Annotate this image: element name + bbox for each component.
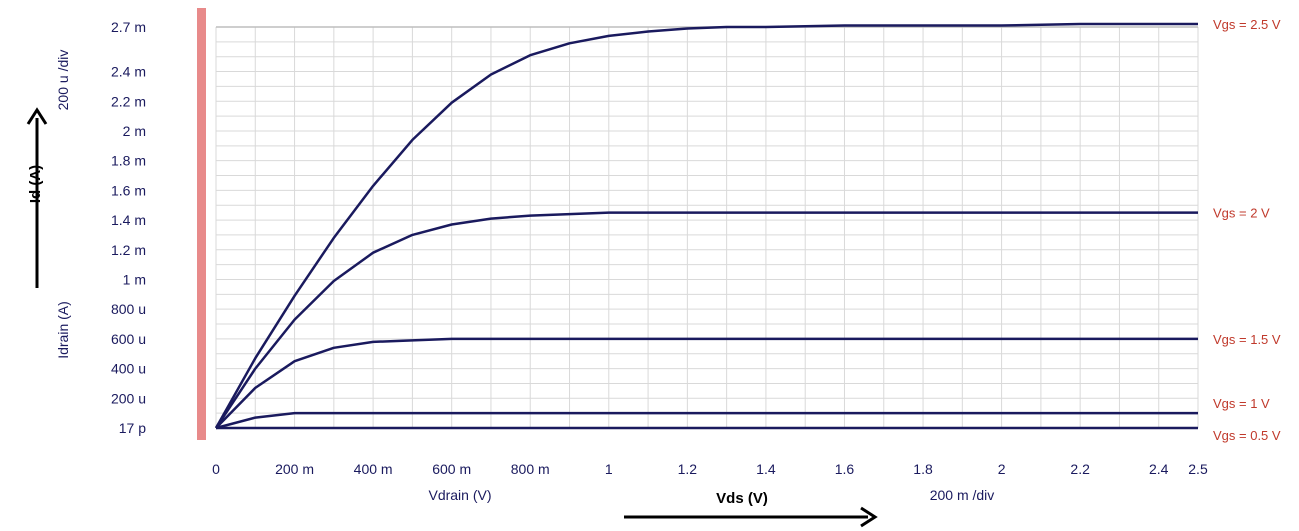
y-tick-label: 1 m — [123, 271, 146, 287]
x-tick-label: 2 — [998, 461, 1006, 477]
series-label-1: Vgs = 2.5 V — [1213, 17, 1281, 32]
x-tick-label: 2.5 — [1188, 461, 1208, 477]
x-annotation: Vds (V) — [716, 490, 768, 507]
x-tick-label: 2.2 — [1070, 461, 1090, 477]
x-tick-label: 1.2 — [678, 461, 698, 477]
x-arrow-head — [860, 506, 878, 528]
x-tick-label: 0 — [212, 461, 220, 477]
series-line-1 — [214, 22, 1198, 429]
x-tick-labels: 0 200 m 400 m 600 m 800 m 1 1.2 1.4 1.6 1.8 2 2.2 2.… — [212, 461, 1208, 477]
x-tick-label: 2.4 — [1149, 461, 1169, 477]
x-tick-label: 1 — [605, 461, 613, 477]
y-tick-label: 2.7 m — [111, 19, 146, 35]
y-tick-label: 600 u — [111, 331, 146, 347]
x-tick-label: 600 m — [432, 461, 471, 477]
y-tick-label: 2 m — [123, 123, 146, 139]
y-tick-label: 1.8 m — [111, 153, 146, 169]
y-tick-label: 1.6 m — [111, 182, 146, 198]
y-tick-label: 17 p — [119, 420, 146, 436]
x-tick-label: 1.6 — [835, 461, 855, 477]
y-tick-label: 200 u — [111, 390, 146, 406]
series-label-4: Vgs = 1 V — [1213, 396, 1270, 411]
series-label-2: Vgs = 2 V — [1213, 206, 1270, 221]
series-layer — [214, 22, 1198, 430]
x-tick-label: 800 m — [511, 461, 550, 477]
x-tick-label: 400 m — [354, 461, 393, 477]
y-tick-label: 2.4 m — [111, 64, 146, 80]
grid — [215, 26, 1199, 429]
y-tick-label: 800 u — [111, 301, 146, 317]
y-scale-note: 200 u /div — [55, 50, 71, 111]
y-axis-label: Idrain (A) — [55, 301, 71, 359]
y-tick-label: 400 u — [111, 361, 146, 377]
series-label-5: Vgs = 0.5 V — [1213, 428, 1281, 443]
series-label-3: Vgs = 1.5 V — [1213, 332, 1281, 347]
y-tick-labels: 17 p 200 u 400 u 600 u 800 u 1 m 1.2 m 1.4 m 1.6… — [111, 19, 146, 436]
series-line-4 — [215, 411, 1198, 430]
x-tick-label: 1.8 — [913, 461, 933, 477]
y-axis-bar — [197, 8, 206, 440]
x-tick-label: 1.4 — [756, 461, 776, 477]
x-scale-note: 200 m /div — [930, 487, 995, 503]
x-axis-label: Vdrain (V) — [428, 487, 491, 503]
series-labels: Vgs = 2.5 V Vgs = 2 V Vgs = 1.5 V Vgs = 1 V… — [1213, 17, 1281, 443]
y-arrow-head — [26, 107, 48, 125]
series-line-2 — [214, 211, 1198, 429]
x-tick-label: 200 m — [275, 461, 314, 477]
y-tick-label: 2.2 m — [111, 93, 146, 109]
y-tick-label: 1.4 m — [111, 212, 146, 228]
y-tick-label: 1.2 m — [111, 242, 146, 258]
series-line-3 — [215, 337, 1198, 429]
